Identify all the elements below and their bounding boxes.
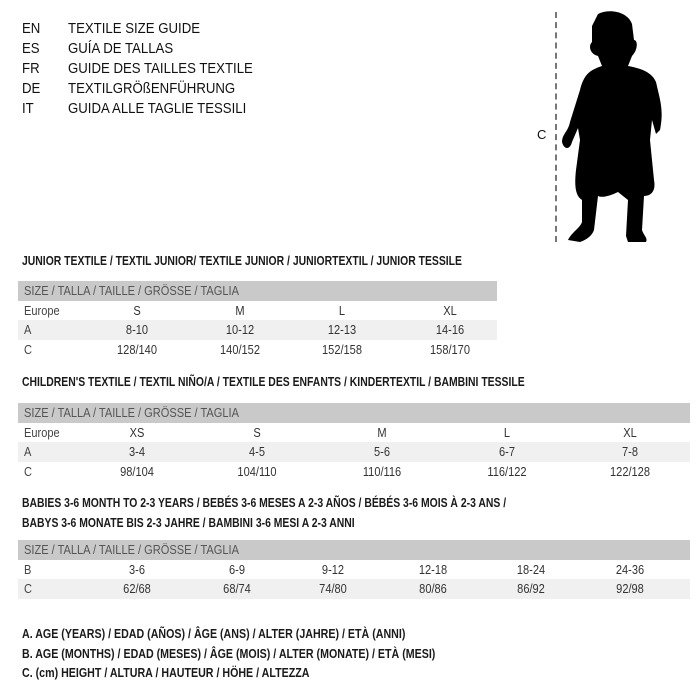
table-row: C 98/104 104/110 110/116 116/122 122/128 [18,462,690,482]
table-header: SIZE / TALLA / TAILLE / GRÖSSE / TAGLIA [24,405,239,420]
table-cell: XL [623,424,637,440]
row-label: C [24,581,32,596]
table-row: C 62/68 68/74 74/80 80/86 86/92 92/98 [18,579,690,599]
table-cell: L [503,424,511,440]
table-cell: XL [443,302,457,318]
section-heading-children: CHILDREN'S TEXTILE / TEXTIL NIÑO/A / TEX… [22,374,525,389]
table-cell: 62/68 [123,581,151,596]
row-label: C [24,463,32,479]
height-measure-line [555,12,557,242]
table-row: A 3-4 4-5 5-6 6-7 7-8 [18,442,690,462]
table-cell: 7-8 [622,444,638,459]
table-cell: 110/116 [362,463,402,479]
table-cell: 10-12 [225,322,255,337]
legend-item: B. AGE (MONTHS) / EDAD (MESES) / ÂGE (MO… [22,646,436,661]
lang-code: ES [22,40,40,57]
lang-title: GUÍA DE TALLAS [68,40,174,57]
child-silhouette-icon [562,11,662,243]
table-header: SIZE / TALLA / TAILLE / GRÖSSE / TAGLIA [24,283,239,298]
lang-code: EN [22,20,41,37]
table-cell: XS [129,424,145,440]
table-row: C 128/140 140/152 152/158 158/170 [18,340,497,360]
table-header-row: SIZE / TALLA / TAILLE / GRÖSSE / TAGLIA [18,403,690,423]
table-cell: 8-10 [125,322,149,337]
row-label: A [24,322,32,337]
table-cell: 6-9 [229,561,245,577]
table-header: SIZE / TALLA / TAILLE / GRÖSSE / TAGLIA [24,542,239,557]
table-cell: 5-6 [374,444,390,459]
row-label: C [24,341,32,357]
table-cell: 4-5 [249,444,265,459]
table-cell: 104/110 [237,463,277,479]
lang-title: GUIDE DES TAILLES TEXTILE [68,60,253,77]
section-heading-junior: JUNIOR TEXTILE / TEXTIL JUNIOR/ TEXTILE … [22,253,462,268]
table-row: B 3-6 6-9 9-12 12-18 18-24 24-36 [18,560,690,580]
table-cell: 18-24 [516,561,546,577]
table-cell: S [253,424,261,440]
table-cell: 14-16 [435,322,465,337]
section-heading-babies: BABIES 3-6 MONTH TO 2-3 YEARS / BEBÉS 3-… [22,495,507,510]
row-label: B [24,561,32,577]
row-label: Europe [24,302,60,318]
lang-title: TEXTILGRÖßENFÜHRUNG [68,80,236,97]
table-row: Europe XS S M L XL [18,423,690,443]
table-cell: 24-36 [615,561,645,577]
table-cell: 116/122 [487,463,527,479]
lang-title: GUIDA ALLE TAGLIE TESSILI [68,100,247,117]
table-cell: 98/104 [120,463,154,479]
table-cell: 80/86 [419,581,447,596]
measure-label: C [537,127,547,142]
size-table-babies: SIZE / TALLA / TAILLE / GRÖSSE / TAGLIA … [18,540,690,599]
legend-item: C. (cm) HEIGHT / ALTURA / HAUTEUR / HÖHE… [22,665,310,680]
table-cell: 3-6 [129,561,145,577]
table-cell: 152/158 [322,341,362,357]
table-cell: 68/74 [223,581,251,596]
table-cell: 86/92 [517,581,545,596]
table-row: A 8-10 10-12 12-13 14-16 [18,320,497,340]
row-label: A [24,444,32,459]
legend-item: A. AGE (YEARS) / EDAD (AÑOS) / ÂGE (ANS)… [22,626,406,641]
table-cell: 74/80 [319,581,347,596]
table-header-row: SIZE / TALLA / TAILLE / GRÖSSE / TAGLIA [18,540,690,560]
table-cell: L [338,302,346,318]
size-table-junior: SIZE / TALLA / TAILLE / GRÖSSE / TAGLIA … [18,281,497,359]
table-header-row: SIZE / TALLA / TAILLE / GRÖSSE / TAGLIA [18,281,497,301]
table-cell: 9-12 [321,561,345,577]
row-label: Europe [24,424,60,440]
table-cell: 158/170 [430,341,470,357]
table-cell: 122/128 [610,463,650,479]
table-cell: 92/98 [616,581,644,596]
table-cell: 128/140 [117,341,157,357]
table-cell: 12-18 [418,561,448,577]
lang-code: FR [22,60,40,77]
section-heading-babies-2: BABYS 3-6 MONATE BIS 2-3 JAHRE / BAMBINI… [22,515,355,530]
size-table-children: SIZE / TALLA / TAILLE / GRÖSSE / TAGLIA … [18,403,690,481]
table-cell: 3-4 [129,444,145,459]
lang-code: IT [22,100,34,117]
lang-title: TEXTILE SIZE GUIDE [68,20,201,37]
lang-code: DE [22,80,41,97]
table-cell: 6-7 [499,444,515,459]
table-row: Europe S M L XL [18,301,497,321]
table-cell: M [235,302,245,318]
table-cell: 140/152 [220,341,260,357]
table-cell: 12-13 [327,322,357,337]
table-cell: S [133,302,141,318]
table-cell: M [377,424,387,440]
